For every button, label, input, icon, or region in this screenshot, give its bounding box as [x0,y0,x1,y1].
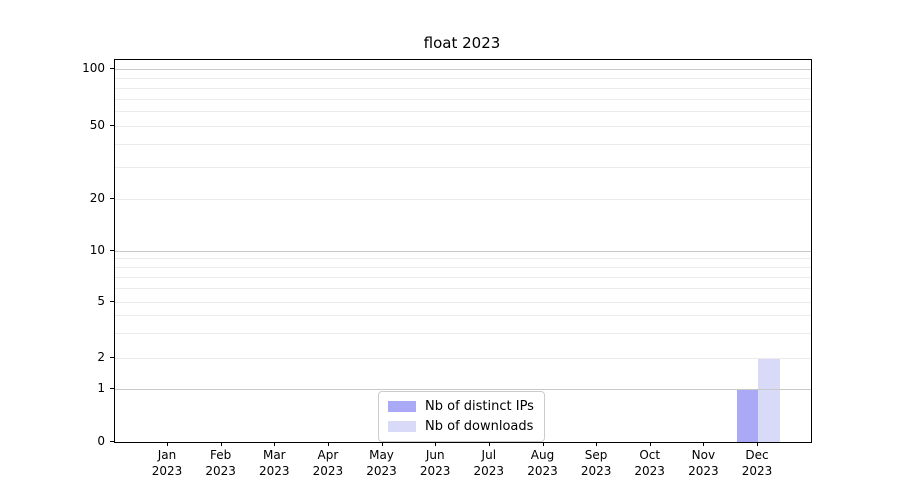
gridline-major [115,251,811,252]
x-tick-label: Nov 2023 [688,448,719,478]
x-tick-label: Mar 2023 [259,448,290,478]
gridline-minor [115,199,811,200]
x-tick [274,442,276,446]
y-tick [110,441,114,442]
gridline-minor [115,99,811,100]
y-tick [110,250,114,251]
y-tick-label: 0 [97,434,105,448]
gridline-minor [115,111,811,112]
x-tick-label: Jun 2023 [419,448,451,478]
x-tick [542,442,544,446]
x-tick [435,442,437,446]
y-tick [110,125,114,126]
legend-item-distinct-ips: Nb of distinct IPs [388,399,534,414]
legend-label-distinct-ips: Nb of distinct IPs [425,399,534,414]
gridline-major [115,69,811,70]
bar-distinct-ips [736,389,758,442]
legend-swatch-distinct-ips [388,401,416,412]
x-tick-label: Dec 2023 [741,448,773,478]
legend-item-downloads: Nb of downloads [388,419,534,434]
x-tick-label: Oct 2023 [634,448,665,478]
y-tick [110,301,114,302]
gridline-minor [115,358,811,359]
y-tick-label: 100 [82,61,105,75]
gridline-minor [115,167,811,168]
gridline-minor [115,144,811,145]
gridline-minor [115,126,811,127]
gridline-minor [115,258,811,259]
legend-label-downloads: Nb of downloads [425,419,534,434]
y-tick [110,357,114,358]
gridline-minor [115,333,811,334]
bar-downloads [758,358,780,442]
y-tick-label: 20 [89,191,105,205]
gridline-minor [115,88,811,89]
x-tick-label: Aug 2023 [527,448,558,478]
x-tick [167,442,168,446]
x-tick [757,442,758,446]
x-tick-label: Jul 2023 [473,448,505,478]
y-tick-label: 1 [97,381,105,395]
x-tick-label: Apr 2023 [312,448,344,478]
y-tick-label: 5 [97,294,105,308]
gridline-minor [115,267,811,268]
x-tick [488,442,490,446]
x-tick [327,442,329,446]
x-tick [381,442,383,446]
y-tick [110,198,114,199]
chart-title: float 2023 [423,34,501,52]
legend: Nb of distinct IPs Nb of downloads [378,391,545,442]
plot-area: Nb of distinct IPs Nb of downloads [114,59,812,443]
x-tick-label: Jan 2023 [151,448,183,478]
x-tick-label: May 2023 [366,448,397,478]
gridline-minor [115,288,811,289]
legend-swatch-downloads [388,421,416,432]
x-tick-label: Sep 2023 [580,448,612,478]
gridline-minor [115,315,811,316]
gridline-minor [115,78,811,79]
gridline-minor [115,302,811,303]
y-tick [110,68,114,69]
y-tick-label: 50 [89,118,105,132]
x-tick [649,442,651,446]
y-tick-label: 10 [89,243,105,257]
x-tick [703,442,705,446]
y-tick [110,388,114,389]
gridline-major [115,389,811,390]
x-tick-label: Feb 2023 [205,448,236,478]
gridline-minor [115,277,811,278]
x-tick [220,442,222,446]
x-tick [596,442,598,446]
y-tick-label: 2 [97,350,105,364]
